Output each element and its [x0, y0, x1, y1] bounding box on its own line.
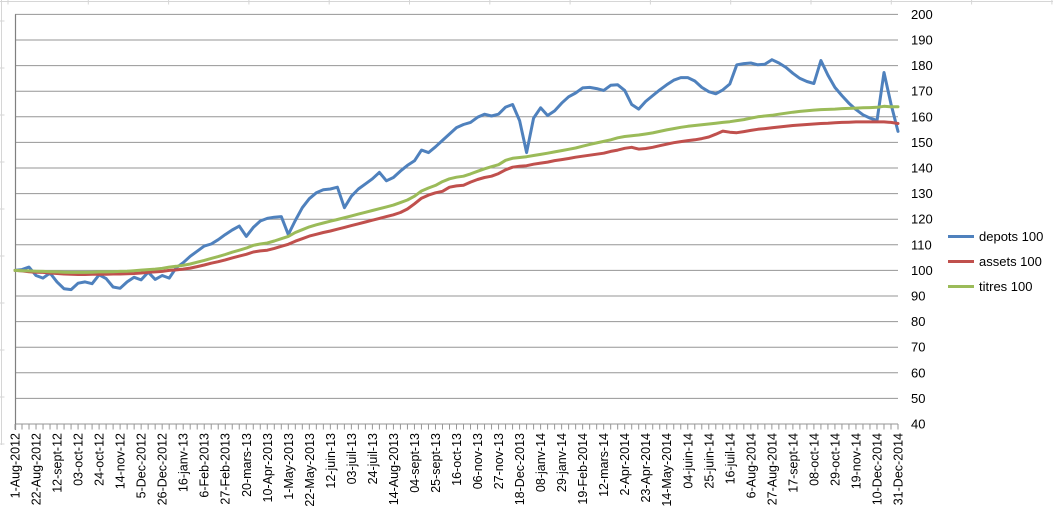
y-axis-tick-label: 80: [911, 314, 925, 329]
x-axis-tick-label: 22-Aug-2012: [30, 433, 44, 505]
x-axis-tick-label: 6-Feb-2013: [198, 433, 212, 498]
x-axis-tick-label: 18-Dec-2013: [513, 433, 527, 505]
x-axis-tick-label: 16-juil-14: [723, 433, 737, 484]
x-axis-tick-label: 16-oct-13: [450, 433, 464, 486]
x-axis-tick-label: 12-juin-13: [324, 433, 338, 489]
y-axis-tick-label: 180: [911, 58, 933, 73]
x-axis-tick-label: 17-sept-14: [786, 433, 800, 493]
x-axis-tick-label: 08-janv-14: [534, 433, 548, 492]
x-axis-tick-label: 19-nov-14: [849, 433, 863, 489]
x-axis-tick-label: 20-mars-13: [240, 433, 254, 497]
y-axis-tick-label: 50: [911, 391, 925, 406]
y-axis-tick-label: 60: [911, 365, 925, 380]
series-line-depots[interactable]: [13, 58, 900, 292]
x-axis-tick-label: 10-Dec-2014: [870, 433, 884, 505]
x-axis-tick-label: 25-sept-13: [429, 433, 443, 493]
series-line-assets[interactable]: [13, 120, 900, 276]
x-axis-tick-label: 03-juil-13: [345, 433, 359, 484]
x-axis-tick-label: 27-Aug-2014: [765, 433, 779, 505]
x-axis-tick-label: 5-Dec-2012: [135, 433, 149, 498]
x-axis-tick-label: 06-nov-13: [471, 433, 485, 489]
x-axis-tick-label: 29-oct-14: [828, 433, 842, 486]
x-axis-tick-label: 08-oct-14: [807, 433, 821, 486]
y-axis-tick-label: 190: [911, 33, 933, 48]
x-axis-tick-label: 14-nov-12: [114, 433, 128, 489]
x-axis-tick-label: 10-Apr-2013: [261, 433, 275, 503]
legend-label-depots: depots 100: [979, 229, 1044, 244]
x-axis-tick-label: 12-sept-12: [51, 433, 65, 493]
x-axis-tick-label: 6-Aug-2014: [744, 433, 758, 498]
x-axis-tick-label: 04-sept-13: [408, 433, 422, 493]
x-axis-tick-label: 26-Dec-2012: [156, 433, 170, 505]
x-axis-tick-label: 12-mars-14: [597, 433, 611, 497]
legend-line-swatch-depots: [948, 235, 974, 238]
x-axis-tick-label: 16-janv-13: [177, 433, 191, 492]
x-axis-tick-label: 14-Aug-2013: [387, 433, 401, 505]
y-axis-tick-label: 130: [911, 186, 933, 201]
y-axis-tick-label: 70: [911, 340, 925, 355]
y-axis-tick-label: 200: [911, 7, 933, 22]
x-axis-tick-label: 19-Feb-2014: [576, 433, 590, 505]
x-axis-tick-label: 27-Feb-2013: [219, 433, 233, 505]
x-axis-tick-label: 24-juil-13: [366, 433, 380, 484]
x-axis-tick-label: 23-Apr-2014: [639, 433, 653, 503]
y-axis-tick-label: 170: [911, 84, 933, 99]
x-axis-tick-label: 03-oct-12: [72, 433, 86, 486]
x-axis-tick-label: 14-May-2014: [660, 433, 674, 507]
legend-line-swatch-titres: [948, 285, 974, 288]
legend-item-depots[interactable]: depots 100: [948, 224, 1043, 249]
legend-label-titres: titres 100: [979, 279, 1033, 294]
x-axis-tick-label: 29-janv-14: [555, 433, 569, 492]
x-axis-tick-label: 2-Apr-2014: [618, 433, 632, 496]
chart-legend: depots 100 assets 100 titres 100: [948, 224, 1043, 299]
legend-line-swatch-assets: [948, 260, 974, 263]
x-axis-tick-label: 1-May-2013: [282, 433, 296, 500]
legend-item-titres[interactable]: titres 100: [948, 274, 1043, 299]
x-axis-tick-label: 22-May-2013: [303, 433, 317, 507]
y-axis-tick-label: 120: [911, 212, 933, 227]
x-axis-tick-label: 1-Aug-2012: [9, 433, 23, 498]
y-axis-tick-label: 140: [911, 161, 933, 176]
x-axis-tick-label: 31-Dec-2014: [892, 433, 906, 505]
x-axis-tick-label: 04-juin-14: [681, 433, 695, 489]
x-axis-tick-label: 25-juin-14: [702, 433, 716, 489]
x-axis-tick-label: 27-nov-13: [492, 433, 506, 489]
legend-label-assets: assets 100: [979, 254, 1042, 269]
y-axis-tick-label: 110: [911, 237, 932, 252]
legend-item-assets[interactable]: assets 100: [948, 249, 1043, 274]
y-axis-tick-label: 160: [911, 109, 933, 124]
y-axis-tick-label: 100: [911, 263, 933, 278]
x-axis-tick-label: 24-oct-12: [93, 433, 107, 486]
y-axis-tick-label: 40: [911, 417, 925, 432]
y-axis-tick-label: 150: [911, 135, 933, 150]
series-line-titres[interactable]: [13, 104, 900, 274]
y-axis-tick-label: 90: [911, 289, 925, 304]
